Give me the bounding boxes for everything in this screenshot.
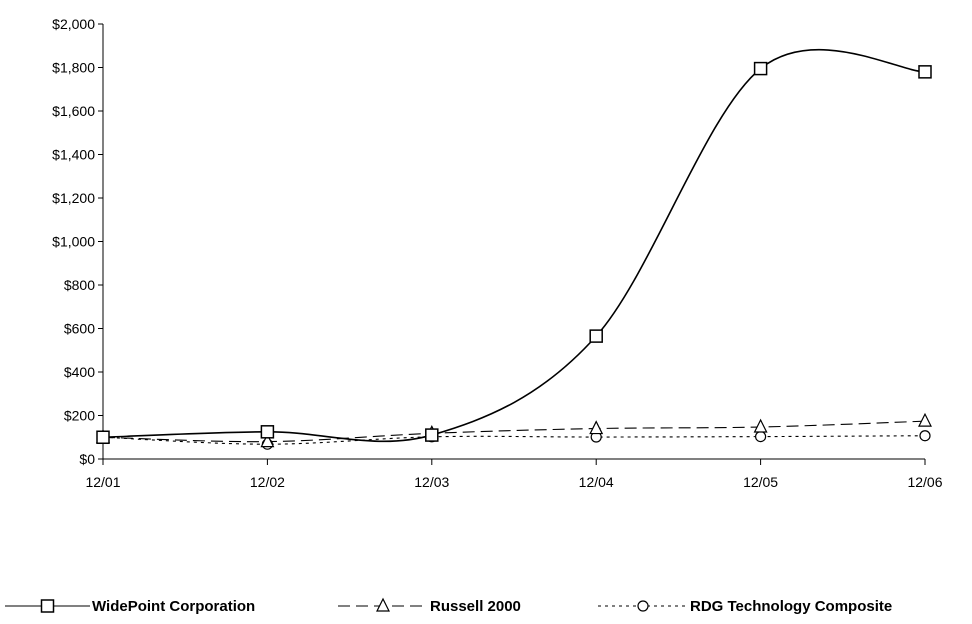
y-tick-label: $800: [64, 277, 95, 293]
y-tick-label: $200: [64, 408, 95, 424]
data-point-square: [96, 430, 110, 444]
legend-label: RDG Technology Composite: [690, 598, 892, 615]
data-point-triangle: [589, 420, 604, 435]
legend-label: Russell 2000: [430, 598, 521, 615]
chart-legend: WidePoint Corporation Russell 2000 RDG Tec…: [5, 597, 892, 615]
y-tick-label: $1,200: [52, 190, 95, 206]
y-axis-ticks: $0 $200 $400 $600 $800 $1,000 $1,200 $1,400 $1,6…: [52, 16, 103, 467]
legend-marker-circle: [637, 600, 649, 612]
data-point-square: [589, 329, 603, 343]
x-tick-label: 12/05: [743, 474, 778, 490]
legend-item: RDG Technology Composite: [598, 598, 892, 615]
data-point-square: [753, 61, 768, 76]
y-tick-label: $600: [64, 321, 95, 337]
x-tick-label: 12/02: [250, 474, 285, 490]
y-tick-label: $1,800: [52, 60, 95, 76]
legend-label: WidePoint Corporation: [92, 598, 255, 615]
x-tick-label: 12/01: [85, 474, 120, 490]
series-line: [102, 49, 926, 443]
legend-marker-square: [40, 599, 55, 613]
y-tick-label: $1,400: [52, 147, 95, 163]
legend-item: Russell 2000: [338, 597, 521, 615]
y-tick-label: $1,000: [52, 234, 95, 250]
data-point-square: [260, 425, 275, 439]
y-tick-label: $1,600: [52, 103, 95, 119]
x-axis-ticks: 12/01 12/02 12/03 12/04 12/05 12/06: [85, 459, 943, 490]
legend-marker-triangle: [376, 597, 390, 612]
x-tick-label: 12/06: [907, 474, 942, 490]
y-tick-label: $0: [79, 451, 95, 467]
y-tick-label: $400: [64, 364, 95, 380]
y-tick-label: $2,000: [52, 16, 95, 32]
data-point-triangle: [260, 433, 275, 448]
series-russell-2000: [96, 412, 932, 448]
legend-item: WidePoint Corporation: [5, 598, 255, 615]
x-tick-label: 12/04: [579, 474, 614, 490]
series-layer: [96, 49, 932, 450]
series-line: [102, 435, 926, 445]
data-point-triangle: [918, 412, 932, 427]
data-point-triangle: [753, 418, 768, 433]
series-line: [102, 420, 926, 443]
data-point-circle: [754, 430, 767, 443]
series-widepoint-corporation: [96, 49, 932, 444]
chart-axes: [102, 24, 925, 460]
data-point-square: [425, 428, 439, 442]
data-point-square: [918, 65, 932, 79]
data-point-circle: [919, 430, 931, 442]
x-tick-label: 12/03: [414, 474, 449, 490]
